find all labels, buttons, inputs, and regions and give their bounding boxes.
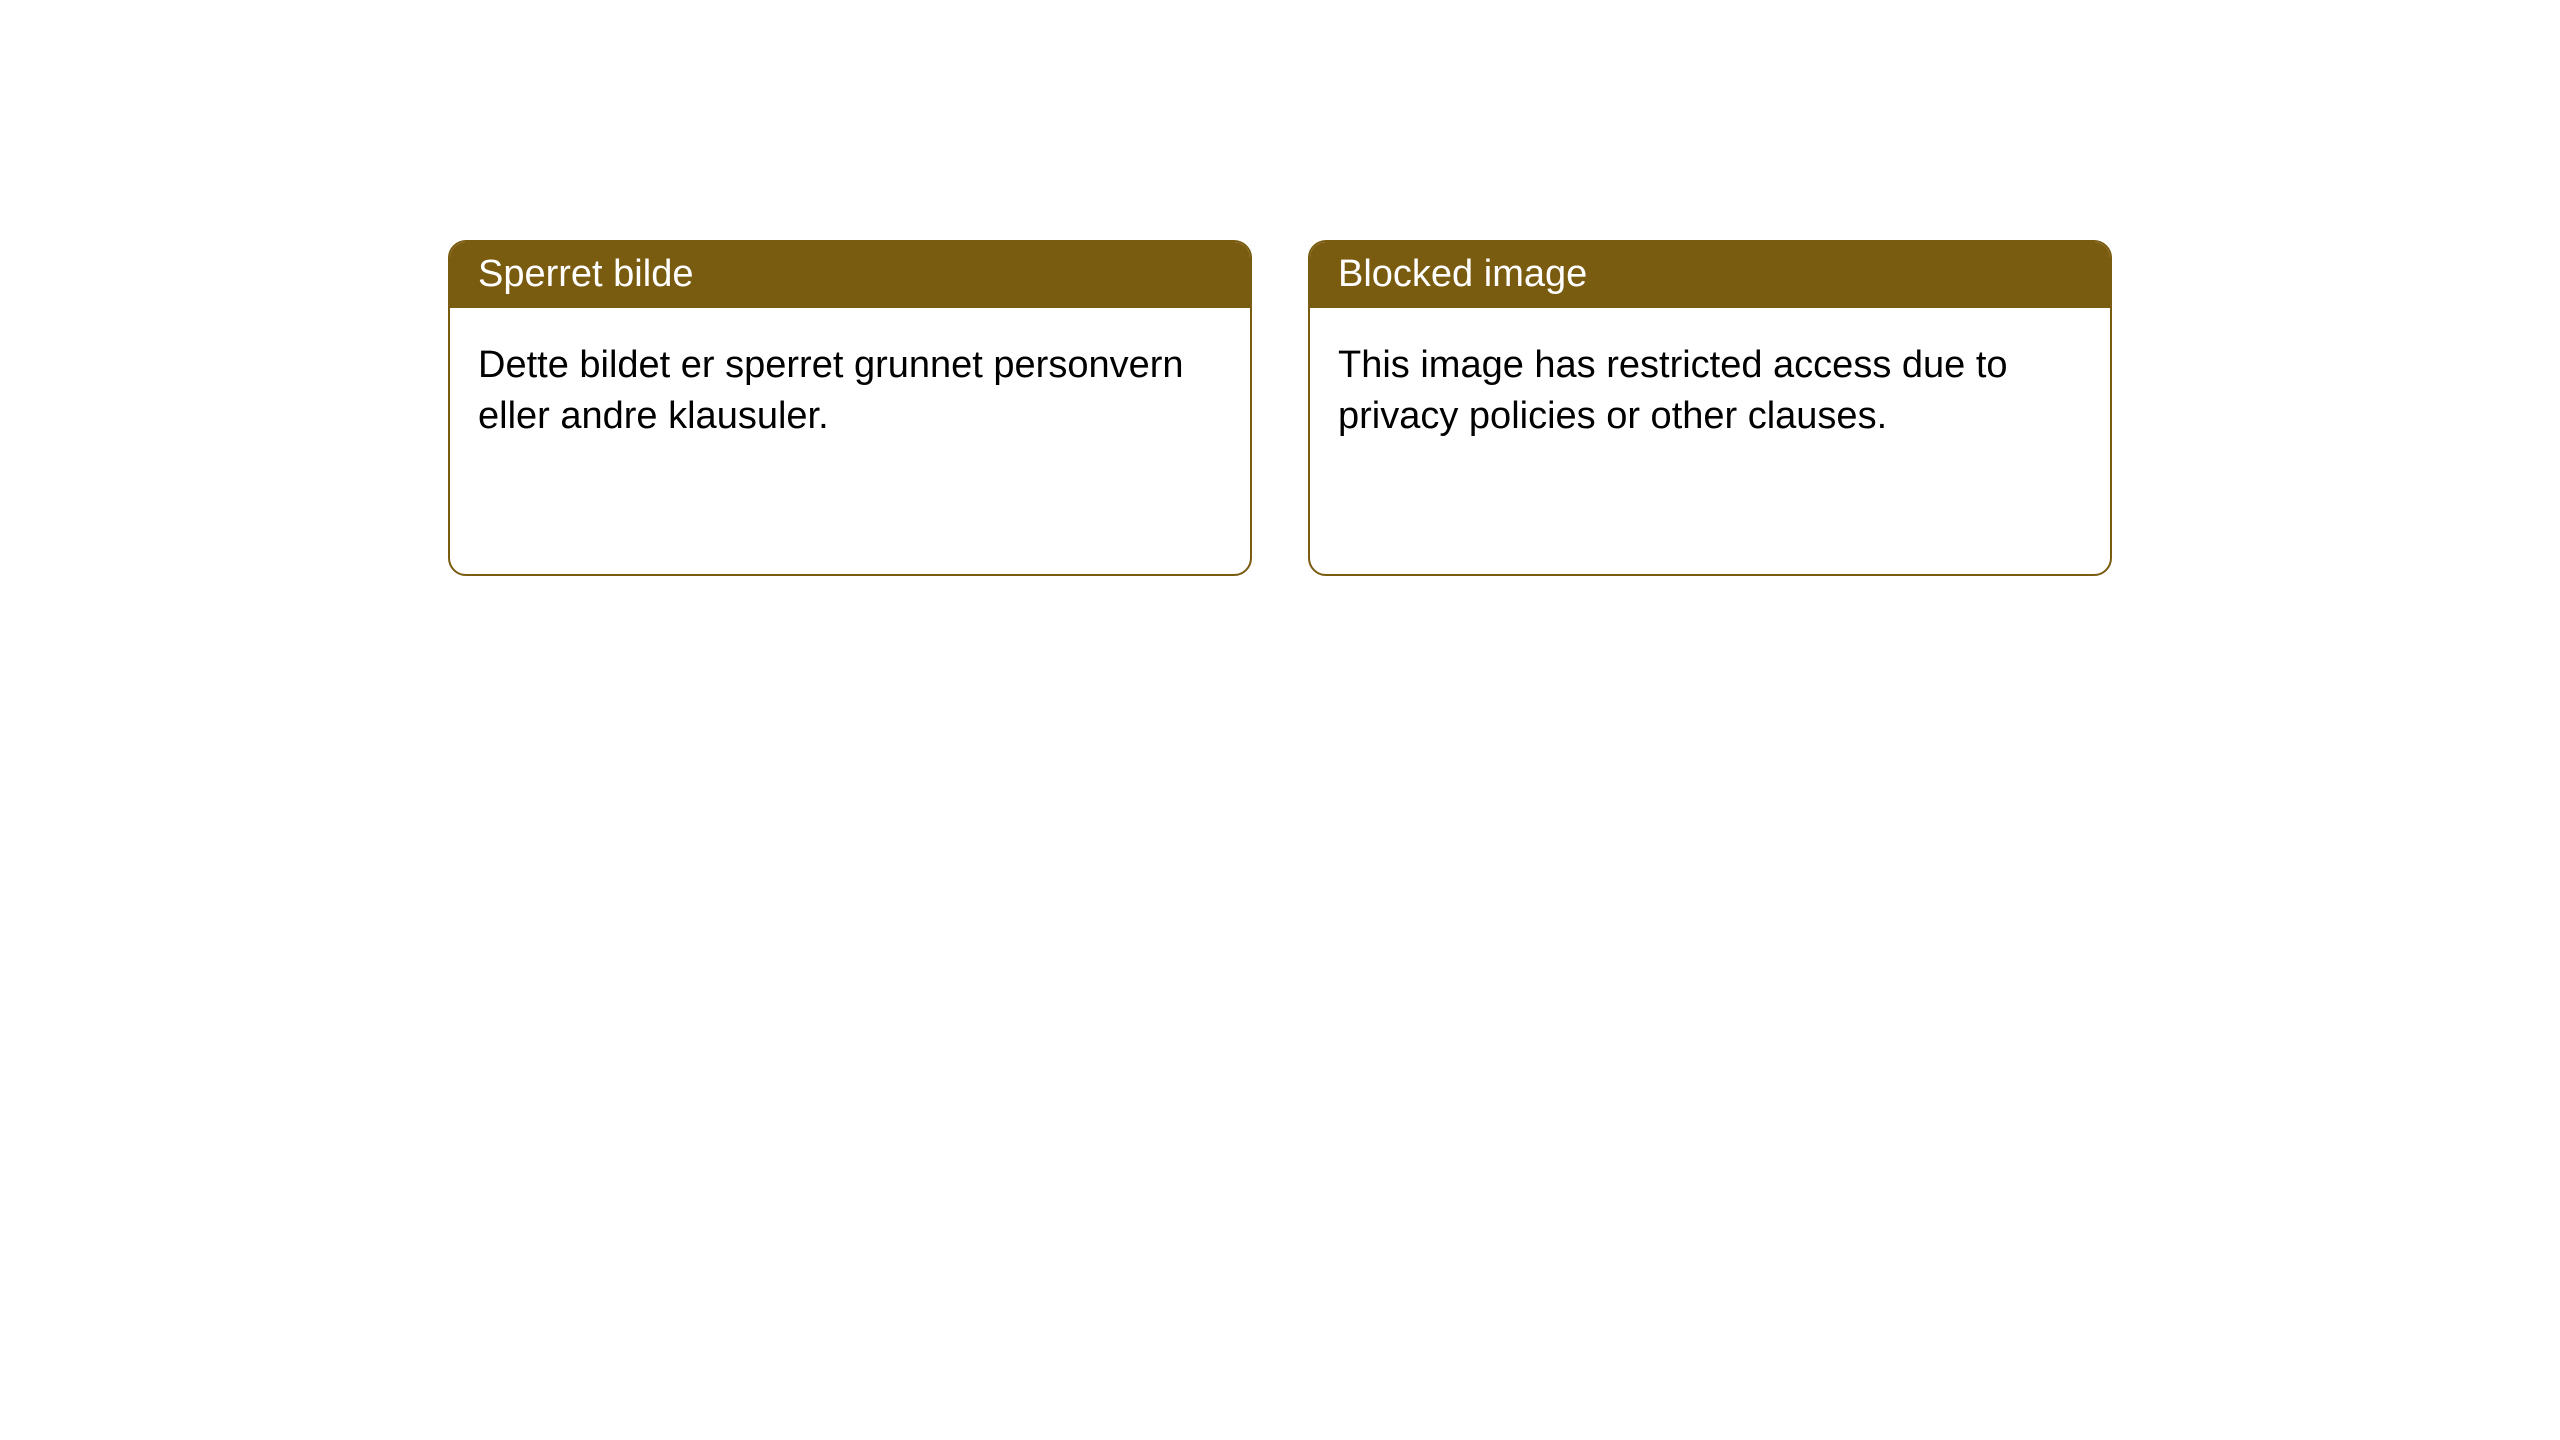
notice-card-no: Sperret bilde Dette bildet er sperret gr… bbox=[448, 240, 1252, 576]
notice-card-body: This image has restricted access due to … bbox=[1310, 308, 2110, 475]
notice-card-body: Dette bildet er sperret grunnet personve… bbox=[450, 308, 1250, 475]
notice-card-title: Blocked image bbox=[1310, 242, 2110, 308]
notice-card-en: Blocked image This image has restricted … bbox=[1308, 240, 2112, 576]
notice-container: Sperret bilde Dette bildet er sperret gr… bbox=[448, 240, 2112, 576]
notice-card-title: Sperret bilde bbox=[450, 242, 1250, 308]
